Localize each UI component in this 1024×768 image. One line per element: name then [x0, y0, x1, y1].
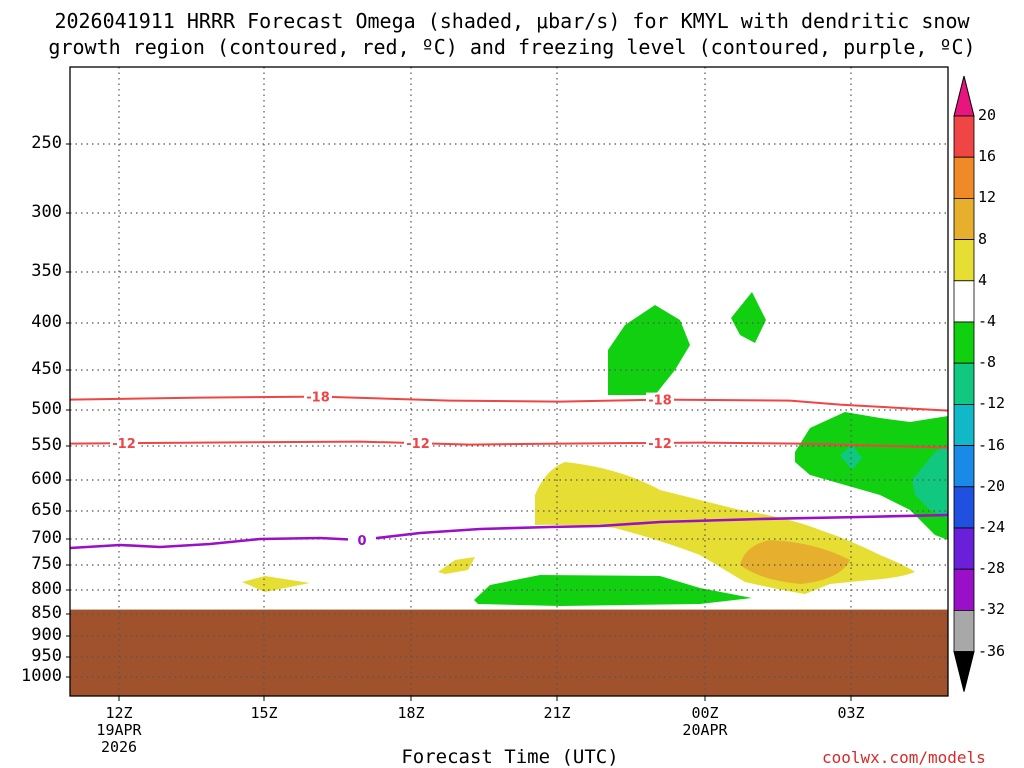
colorbar-level-label: 20: [978, 106, 997, 124]
y-tick-label: 500: [31, 399, 62, 419]
y-tick-label: 750: [31, 554, 62, 574]
contour-label: -12: [406, 437, 430, 452]
contour-label-bg: [110, 436, 138, 451]
y-tick-label: 850: [31, 603, 62, 623]
y-tick-label: 1000: [21, 666, 62, 686]
contour-line: [69, 440, 949, 449]
credit-link[interactable]: coolwx.com/models: [822, 748, 986, 767]
colorbar-swatch: [953, 610, 975, 653]
colorbar-level-label: -28: [978, 559, 1006, 578]
omega-shade-green: [731, 292, 766, 343]
omega-shade-green: [474, 575, 752, 606]
colorbar-level-label: 16: [978, 147, 997, 166]
colorbar-swatch: [953, 321, 975, 364]
colorbar-level-label: 4: [978, 270, 988, 289]
omega-shading: [242, 292, 948, 606]
chart-title-line2: growth region (contoured, red, ºC) and f…: [48, 35, 976, 59]
y-tick-label: 700: [31, 528, 62, 548]
colorbar-swatch: [953, 280, 975, 323]
plot-frame: [69, 66, 949, 697]
colorbar-level-label: -4: [978, 312, 997, 330]
x-tick-label: 21Z: [543, 704, 571, 722]
y-tick-label: 250: [31, 133, 62, 153]
colorbar-swatch: [953, 362, 975, 405]
colorbar-arrow-top: [953, 75, 975, 117]
x-tick-sublabel: 2026: [100, 738, 138, 756]
contour-label: 0: [357, 534, 366, 549]
y-tick-label: 950: [31, 646, 62, 666]
colorbar-swatch: [953, 527, 975, 570]
contour-label-bg: [646, 392, 674, 407]
omega-shade-green: [608, 305, 690, 395]
y-tick-label: 600: [31, 469, 62, 489]
contour-lines: -18 -18 -12 -12 -12 0: [69, 389, 949, 550]
terrain-fill: [70, 609, 948, 696]
omega-shade-orange: [740, 540, 850, 584]
colorbar-swatch: [953, 115, 975, 158]
contour-label: -12: [648, 437, 672, 452]
colorbar: [953, 75, 975, 692]
contour-label-bg: [348, 532, 376, 547]
y-tick-label: 400: [31, 312, 62, 332]
colorbar-level-label: -12: [978, 394, 1006, 413]
chart-title-line1: 2026041911 HRRR Forecast Omega (shaded, …: [54, 9, 970, 33]
colorbar-arrow-bottom: [953, 651, 975, 692]
y-tick-label: 300: [31, 202, 62, 222]
y-tick-label: 900: [31, 625, 62, 645]
colorbar-swatch: [953, 403, 975, 446]
contour-label: -18: [306, 391, 330, 406]
colorbar-swatch: [953, 156, 975, 199]
colorbar-level-label: -16: [978, 435, 1006, 454]
colorbar-level-label: -36: [978, 641, 1006, 660]
x-tick-label: 15Z: [250, 704, 278, 722]
x-tick-label: 03Z: [837, 704, 865, 722]
y-tick-label: 550: [31, 435, 62, 455]
x-tick-sublabel: 20APR: [682, 721, 728, 739]
y-tick-label: 350: [31, 261, 62, 281]
y-tick-label: 800: [31, 579, 62, 599]
contour-line: [69, 513, 949, 550]
colorbar-swatch: [953, 239, 975, 282]
colorbar-level-label: 12: [978, 188, 997, 207]
contour-label: -18: [648, 394, 672, 409]
x-axis-title: Forecast Time (UTC): [401, 746, 619, 768]
colorbar-level-label: -24: [978, 518, 1006, 536]
colorbar-level-label: -32: [978, 600, 1006, 619]
contour-label-bg: [646, 435, 674, 450]
colorbar-swatch: [953, 445, 975, 488]
colorbar-swatch: [953, 568, 975, 611]
contour-line: [69, 395, 949, 412]
x-tick-label: 12Z: [105, 704, 133, 722]
x-tick-label: 00Z: [691, 704, 719, 722]
colorbar-level-label: -8: [978, 353, 997, 372]
x-tick-sublabel: 19APR: [96, 721, 142, 739]
grid-lines: [66, 67, 948, 701]
y-tick-label: 450: [31, 359, 62, 379]
colorbar-swatch: [953, 486, 975, 529]
colorbar-swatch: [953, 197, 975, 240]
y-tick-label: 650: [31, 500, 62, 520]
colorbar-level-label: -20: [978, 476, 1006, 495]
contour-label-bg: [304, 389, 332, 404]
omega-shade-teal: [912, 445, 948, 518]
x-tick-label: 18Z: [397, 704, 425, 722]
omega-shade-yellow-small: [242, 576, 310, 592]
contour-label: -12: [112, 437, 136, 452]
contour-label-bg: [404, 436, 432, 451]
colorbar-level-label: 8: [978, 229, 988, 248]
